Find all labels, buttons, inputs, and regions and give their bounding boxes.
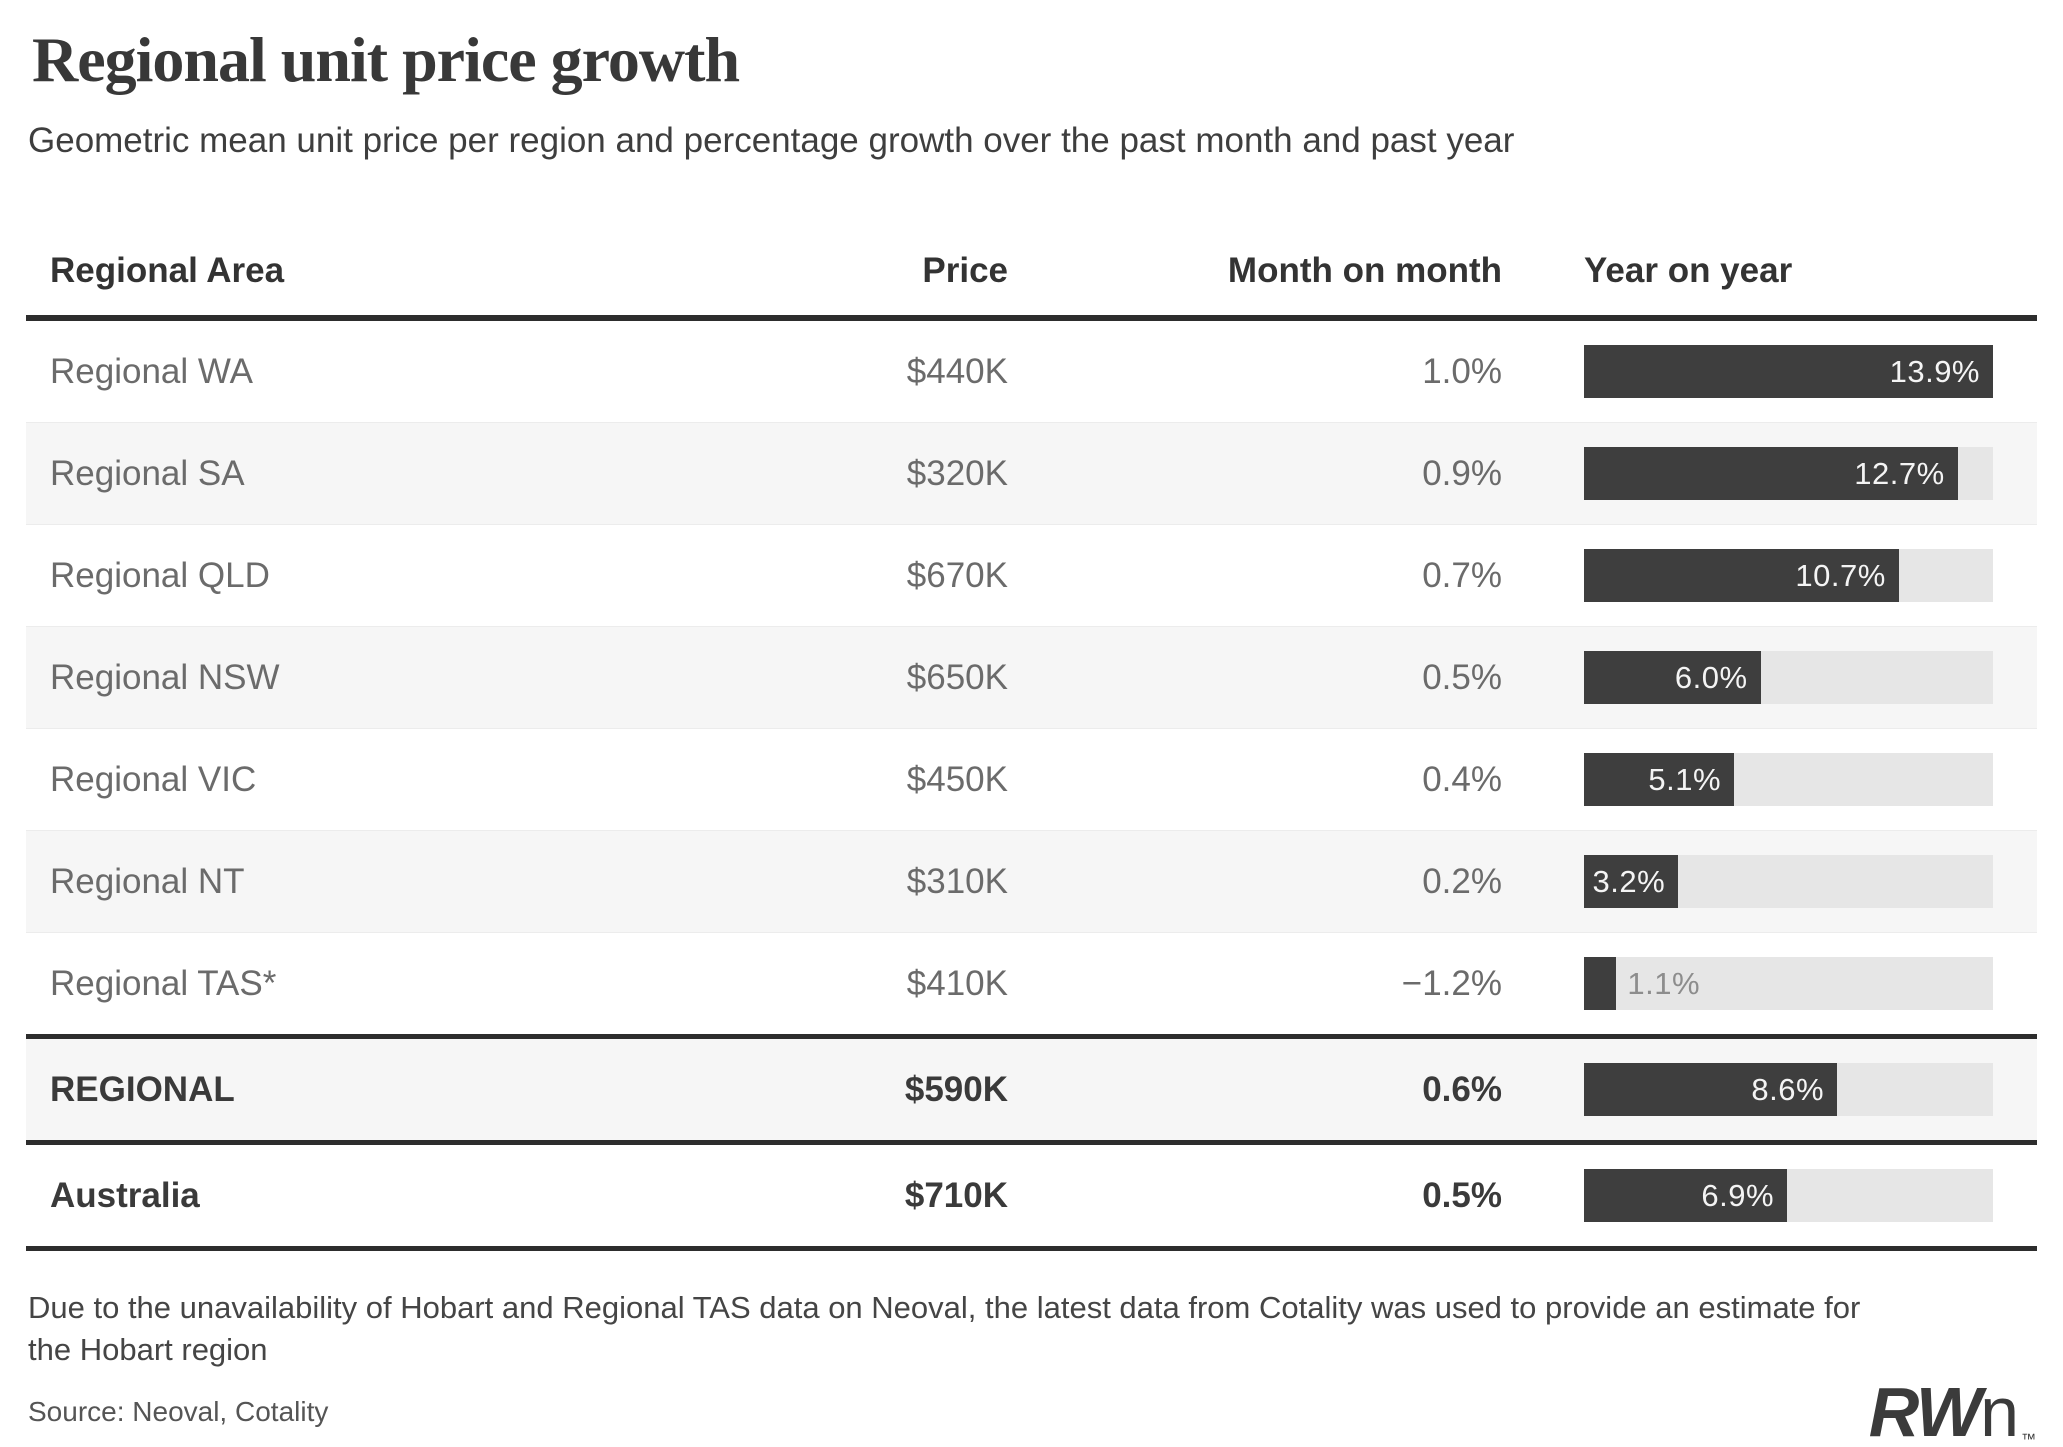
month-on-month-value: 1.0% xyxy=(1422,351,1502,391)
yoy-bar: 5.1% xyxy=(1584,753,1735,807)
page-title: Regional unit price growth xyxy=(32,24,740,95)
year-on-year-bar-cell: 12.7% xyxy=(1584,447,1993,501)
col-header-regional-area: Regional Area xyxy=(50,251,285,291)
footer-row: Source: Neoval, Cotality RWn ™ xyxy=(26,1377,2037,1447)
month-on-month-value: −1.2% xyxy=(1401,963,1502,1003)
region-label: Regional WA xyxy=(50,351,253,391)
region-label: Regional VIC xyxy=(50,759,257,799)
year-on-year-bar-cell: 6.9% xyxy=(1584,1169,1993,1223)
yoy-bar: 13.9% xyxy=(1584,345,1993,399)
page-subtitle: Geometric mean unit price per region and… xyxy=(28,121,1515,161)
yoy-bar-track: 6.9% xyxy=(1584,1169,1993,1223)
footnote-line-2: the Hobart region xyxy=(28,1332,268,1368)
yoy-bar-track: 12.7% xyxy=(1584,447,1993,501)
month-on-month-value: 0.6% xyxy=(1422,1069,1502,1109)
region-label: Australia xyxy=(50,1175,200,1215)
col-header-month-on-month: Month on month xyxy=(1227,251,1502,291)
yoy-bar-track: 3.2% xyxy=(1584,855,1993,909)
table-row: Regional NSW $650K 0.5% 6.0% xyxy=(26,626,2037,729)
price-value: $450K xyxy=(906,759,1008,799)
trademark-symbol: ™ xyxy=(2021,1431,2036,1447)
yoy-bar-label: 5.1% xyxy=(1648,761,1722,797)
table-row: Regional QLD $670K 0.7% 10.7% xyxy=(26,524,2037,626)
table-row-australia-total: Australia $710K 0.5% 6.9% xyxy=(26,1140,2037,1246)
table-row: Regional WA $440K 1.0% 13.9% xyxy=(26,321,2037,422)
rwn-logo-rw: RW xyxy=(1868,1373,1982,1447)
table-row: Regional NT $310K 0.2% 3.2% xyxy=(26,830,2037,933)
month-on-month-value: 0.9% xyxy=(1422,453,1502,493)
rwn-logo: RWn ™ xyxy=(1869,1377,2036,1447)
yoy-bar: 6.0% xyxy=(1584,651,1761,705)
month-on-month-value: 0.2% xyxy=(1422,861,1502,901)
yoy-bar-label: 6.0% xyxy=(1674,659,1748,695)
yoy-bar-track: 1.1% xyxy=(1584,957,1993,1011)
yoy-bar: 10.7% xyxy=(1584,549,1899,603)
month-on-month-value: 0.5% xyxy=(1422,1175,1502,1215)
region-label: Regional NSW xyxy=(50,657,280,697)
region-label: Regional SA xyxy=(50,453,245,493)
region-label: REGIONAL xyxy=(50,1069,235,1109)
table-row: Regional VIC $450K 0.4% 5.1% xyxy=(26,728,2037,830)
col-header-price: Price xyxy=(922,251,1008,291)
price-value: $710K xyxy=(904,1175,1008,1215)
yoy-bar: 1.1% xyxy=(1584,957,1700,1011)
price-growth-table: Regional Area Price Month on month Year … xyxy=(26,251,2037,1252)
source-attribution: Source: Neoval, Cotality xyxy=(28,1396,329,1428)
yoy-bar-label: 3.2% xyxy=(1592,863,1666,899)
table-row: Regional TAS* $410K −1.2% 1.1% xyxy=(26,932,2037,1034)
price-value: $440K xyxy=(906,351,1008,391)
yoy-bar-label: 12.7% xyxy=(1854,455,1945,491)
yoy-bar-track: 6.0% xyxy=(1584,651,1993,705)
year-on-year-bar-cell: 13.9% xyxy=(1584,345,1993,399)
table-row: Regional SA $320K 0.9% 12.7% xyxy=(26,422,2037,525)
region-label: Regional NT xyxy=(50,861,245,901)
yoy-bar-label: 13.9% xyxy=(1889,353,1980,389)
year-on-year-bar-cell: 1.1% xyxy=(1584,957,1993,1011)
month-on-month-value: 0.7% xyxy=(1422,555,1502,595)
yoy-bar-label: 1.1% xyxy=(1627,965,1701,1001)
yoy-bar: 3.2% xyxy=(1584,855,1679,909)
yoy-bar-track: 8.6% xyxy=(1584,1063,1993,1117)
month-on-month-value: 0.5% xyxy=(1422,657,1502,697)
table-row-regional-total: REGIONAL $590K 0.6% 8.6% xyxy=(26,1034,2037,1141)
year-on-year-bar-cell: 3.2% xyxy=(1584,855,1993,909)
price-value: $320K xyxy=(906,453,1008,493)
year-on-year-bar-cell: 8.6% xyxy=(1584,1063,1993,1117)
table-body: Regional WA $440K 1.0% 13.9% Regional SA… xyxy=(26,321,2037,1252)
price-value: $310K xyxy=(906,861,1008,901)
year-on-year-bar-cell: 5.1% xyxy=(1584,753,1993,807)
footnote: Due to the unavailability of Hobart and … xyxy=(28,1287,2037,1371)
table-header-row: Regional Area Price Month on month Year … xyxy=(26,251,2037,322)
yoy-bar: 12.7% xyxy=(1584,447,1958,501)
region-label: Regional QLD xyxy=(50,555,270,595)
region-label: Regional TAS* xyxy=(50,963,277,1003)
year-on-year-bar-cell: 6.0% xyxy=(1584,651,1993,705)
year-on-year-bar-cell: 10.7% xyxy=(1584,549,1993,603)
price-value: $590K xyxy=(904,1069,1008,1109)
yoy-bar: 6.9% xyxy=(1584,1169,1788,1223)
yoy-bar-label: 10.7% xyxy=(1795,557,1886,593)
footnote-line-1: Due to the unavailability of Hobart and … xyxy=(28,1290,1861,1326)
yoy-bar-label: 6.9% xyxy=(1701,1177,1775,1213)
price-value: $410K xyxy=(906,963,1008,1003)
col-header-year-on-year: Year on year xyxy=(1584,251,1793,291)
month-on-month-value: 0.4% xyxy=(1422,759,1502,799)
yoy-bar-track: 13.9% xyxy=(1584,345,1993,399)
yoy-bar: 8.6% xyxy=(1584,1063,1838,1117)
rwn-logo-n: n xyxy=(1980,1373,2019,1447)
yoy-bar-label: 8.6% xyxy=(1751,1071,1825,1107)
price-value: $650K xyxy=(906,657,1008,697)
price-value: $670K xyxy=(906,555,1008,595)
yoy-bar-track: 10.7% xyxy=(1584,549,1993,603)
yoy-bar-track: 5.1% xyxy=(1584,753,1993,807)
